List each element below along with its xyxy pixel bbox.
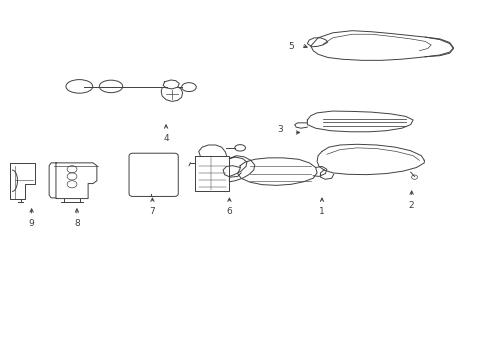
- Text: 2: 2: [409, 201, 415, 210]
- Text: 6: 6: [226, 207, 232, 216]
- Text: 4: 4: [163, 134, 169, 143]
- Text: 1: 1: [319, 207, 325, 216]
- Text: 8: 8: [74, 219, 80, 228]
- Text: 3: 3: [277, 126, 283, 135]
- Text: 7: 7: [149, 207, 155, 216]
- Text: 9: 9: [29, 219, 34, 228]
- Text: 5: 5: [289, 42, 294, 51]
